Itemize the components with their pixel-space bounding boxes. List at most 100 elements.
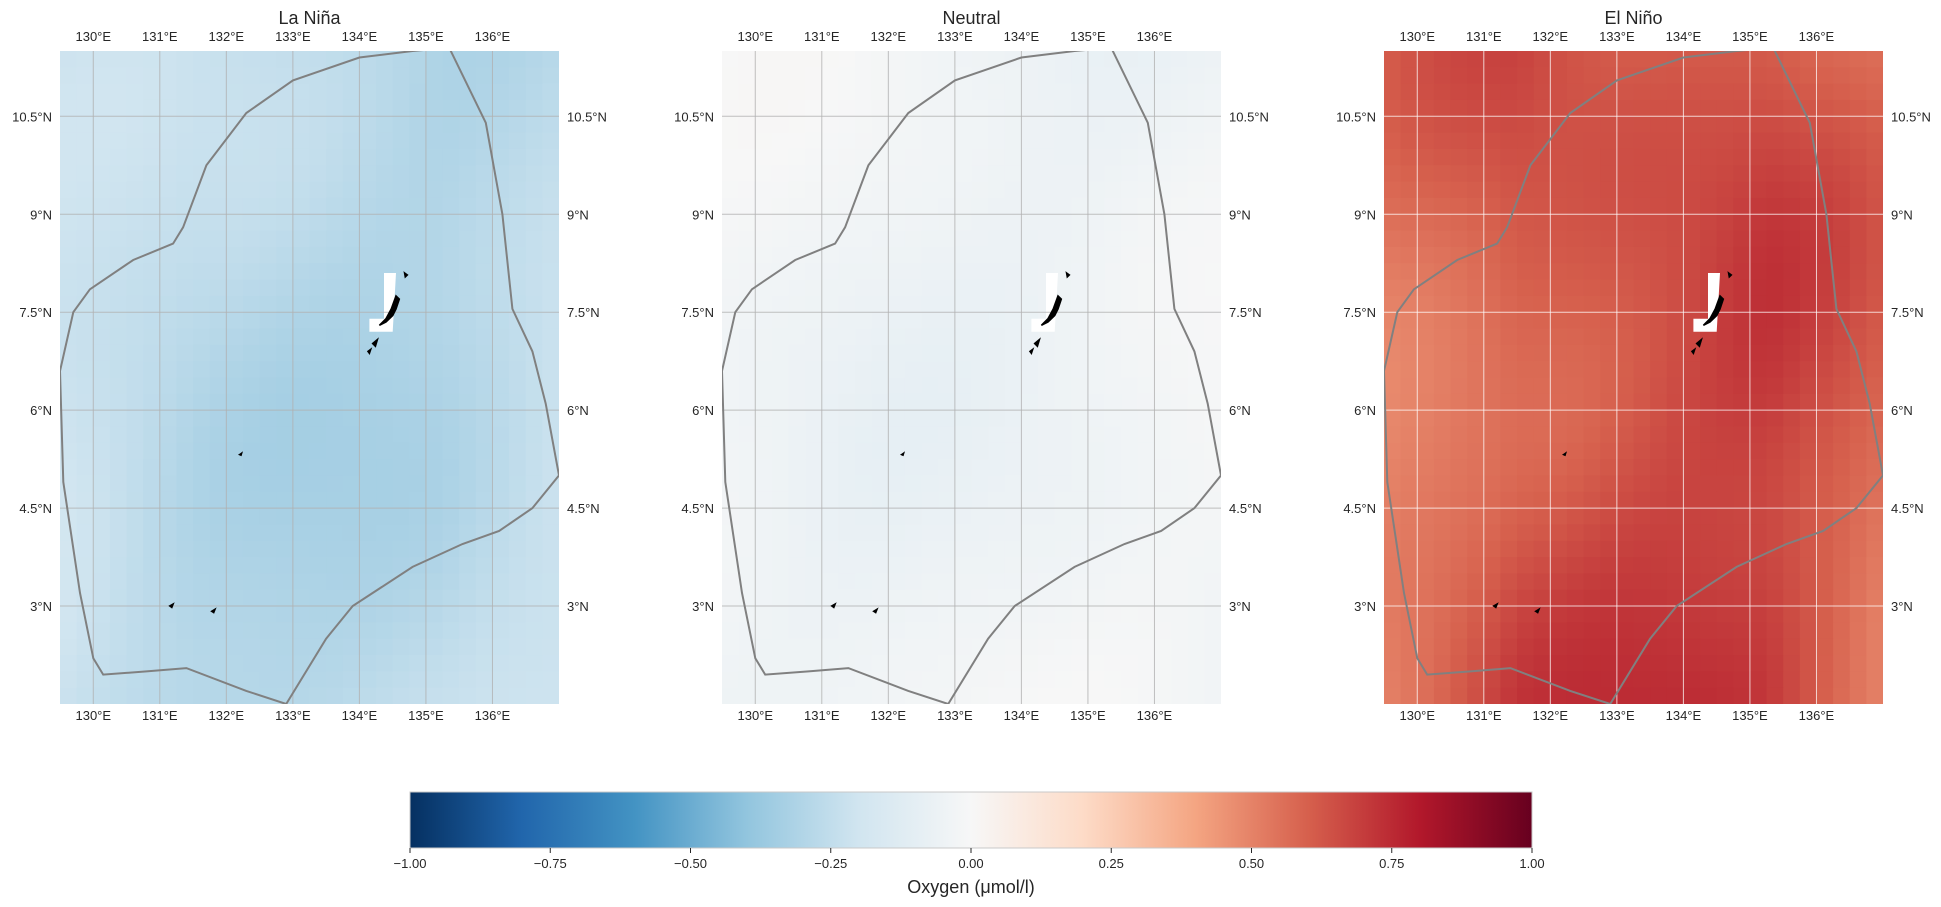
field-cell xyxy=(209,165,227,183)
field-cell xyxy=(771,426,790,444)
field-cell xyxy=(1700,328,1718,346)
field-cell xyxy=(1566,442,1585,460)
field-cell xyxy=(242,230,261,248)
field-cell xyxy=(60,83,78,101)
field-cell xyxy=(1104,410,1122,428)
field-cell xyxy=(1666,524,1684,542)
field-cell xyxy=(542,361,559,379)
field-cell xyxy=(409,344,427,362)
field-cell xyxy=(1087,426,1106,444)
field-cell xyxy=(1533,540,1551,558)
field-cell xyxy=(1650,638,1668,656)
field-cell xyxy=(1866,459,1883,477)
field-cell xyxy=(1433,426,1452,444)
field-cell xyxy=(838,83,856,101)
field-cell xyxy=(459,312,477,330)
field-cell xyxy=(442,263,460,281)
field-cell xyxy=(342,328,360,346)
field-cell xyxy=(1666,442,1684,460)
field-cell xyxy=(392,638,410,656)
field-cell xyxy=(126,116,144,134)
field-cell xyxy=(1483,165,1502,183)
field-cell xyxy=(326,165,344,183)
field-cell xyxy=(771,344,790,362)
lon-tick-label-bottom: 136°E xyxy=(1799,708,1835,723)
field-cell xyxy=(409,214,427,232)
field-cell xyxy=(1833,393,1851,411)
field-cell xyxy=(1121,99,1139,117)
field-cell xyxy=(509,246,527,264)
field-cell xyxy=(921,295,939,313)
field-cell xyxy=(1204,344,1221,362)
field-cell xyxy=(1038,148,1056,166)
field-cell xyxy=(93,51,111,68)
field-cell xyxy=(738,442,756,460)
field-cell xyxy=(1500,475,1518,493)
field-cell xyxy=(1121,606,1139,623)
panel-title: Neutral xyxy=(942,8,1000,28)
field-cell xyxy=(242,377,261,395)
field-cell xyxy=(525,410,543,428)
field-cell xyxy=(821,246,840,264)
field-cell xyxy=(143,230,161,248)
field-cell xyxy=(292,279,311,297)
field-cell xyxy=(176,132,194,150)
field-cell xyxy=(176,491,194,509)
field-cell xyxy=(1204,312,1221,330)
field-cell xyxy=(788,295,806,313)
field-cell xyxy=(1766,491,1784,509)
field-cell xyxy=(1187,622,1205,640)
field-cell xyxy=(738,475,756,493)
field-cell xyxy=(954,344,973,362)
field-cell xyxy=(1467,442,1485,460)
field-cell xyxy=(1766,410,1784,428)
field-cell xyxy=(1087,197,1106,215)
field-cell xyxy=(1616,344,1635,362)
field-cell xyxy=(109,99,128,117)
field-cell xyxy=(805,377,823,395)
field-cell xyxy=(855,638,873,656)
field-cell xyxy=(1004,197,1022,215)
field-cell xyxy=(1071,83,1089,101)
field-cell xyxy=(1799,410,1818,428)
field-cell xyxy=(1071,263,1089,281)
field-cell xyxy=(209,540,227,558)
field-cell xyxy=(1833,573,1851,591)
field-cell xyxy=(1021,148,1039,166)
field-cell xyxy=(159,83,178,101)
field-cell xyxy=(392,246,410,264)
field-cell xyxy=(971,312,989,330)
field-cell xyxy=(1483,181,1502,199)
field-cell xyxy=(1104,475,1122,493)
field-cell xyxy=(475,214,494,232)
field-cell xyxy=(755,246,773,264)
field-cell xyxy=(1633,557,1651,575)
field-cell xyxy=(805,328,823,346)
field-cell xyxy=(1483,426,1502,444)
field-cell xyxy=(855,295,873,313)
field-cell xyxy=(1433,573,1452,591)
field-cell xyxy=(1583,132,1601,150)
field-cell xyxy=(1154,181,1172,199)
field-cell xyxy=(1433,279,1452,297)
field-cell xyxy=(376,687,394,704)
field-cell xyxy=(1533,655,1551,672)
field-cell xyxy=(1171,230,1189,248)
field-cell xyxy=(954,426,973,444)
field-cell xyxy=(292,475,311,493)
field-cell xyxy=(109,165,128,183)
field-cell xyxy=(1633,197,1651,215)
field-cell xyxy=(1616,279,1635,297)
field-cell xyxy=(276,442,294,460)
field-cell xyxy=(971,671,989,689)
field-cell xyxy=(1566,459,1585,477)
map-panel-la-nina: La Niña130°E130°E131°E131°E132°E132°E133… xyxy=(12,8,607,723)
field-cell xyxy=(888,687,906,704)
field-cell xyxy=(1616,622,1635,640)
field-cell xyxy=(1766,393,1784,411)
field-cell xyxy=(1433,491,1452,509)
field-cell xyxy=(1749,475,1768,493)
field-cell xyxy=(475,279,494,297)
field-cell xyxy=(60,442,78,460)
field-cell xyxy=(838,573,856,591)
